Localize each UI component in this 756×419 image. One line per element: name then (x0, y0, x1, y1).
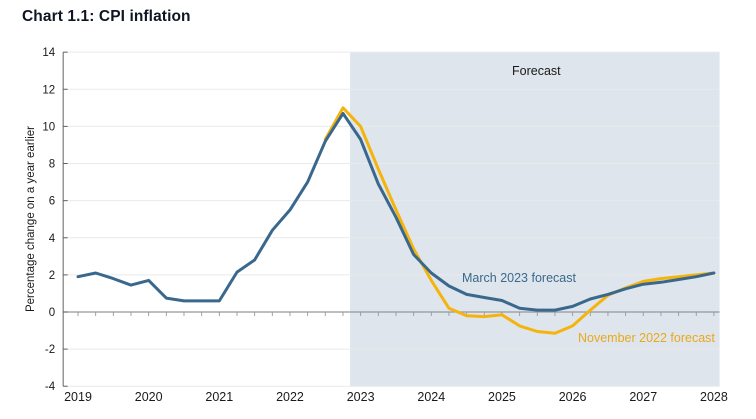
y-tick-label: 12 (42, 84, 55, 96)
x-tick-label: 2028 (700, 390, 728, 404)
y-tick-label: 10 (42, 121, 55, 133)
x-tick-label: 2026 (559, 390, 587, 404)
y-tick-label: 8 (49, 159, 55, 171)
x-tick-label: 2024 (417, 390, 445, 404)
y-tick-label: 14 (42, 47, 55, 59)
x-tick-label: 2023 (347, 390, 375, 404)
forecast-region-label: Forecast (512, 64, 561, 78)
november-2022-forecast-label: November 2022 forecast (578, 331, 715, 345)
x-tick-label: 2025 (488, 390, 516, 404)
x-tick-label: 2022 (276, 390, 304, 404)
march-2023-forecast-label: March 2023 forecast (462, 271, 576, 285)
x-tick-label: 2027 (629, 390, 657, 404)
x-tick-label: 2021 (205, 390, 233, 404)
x-tick-label: 2020 (135, 390, 163, 404)
november-2022-forecast-line (323, 106, 716, 335)
y-tick-label: -2 (45, 344, 55, 356)
x-tick-label: 2019 (64, 390, 92, 404)
y-tick-label: 4 (49, 233, 56, 245)
page-title: Chart 1.1: CPI inflation (22, 8, 191, 25)
y-tick-label: 2 (49, 270, 55, 282)
march-2023-forecast-line (76, 111, 716, 312)
y-tick-label: -4 (45, 381, 56, 393)
y-tick-label: 0 (49, 307, 55, 319)
y-tick-label: 6 (49, 196, 55, 208)
